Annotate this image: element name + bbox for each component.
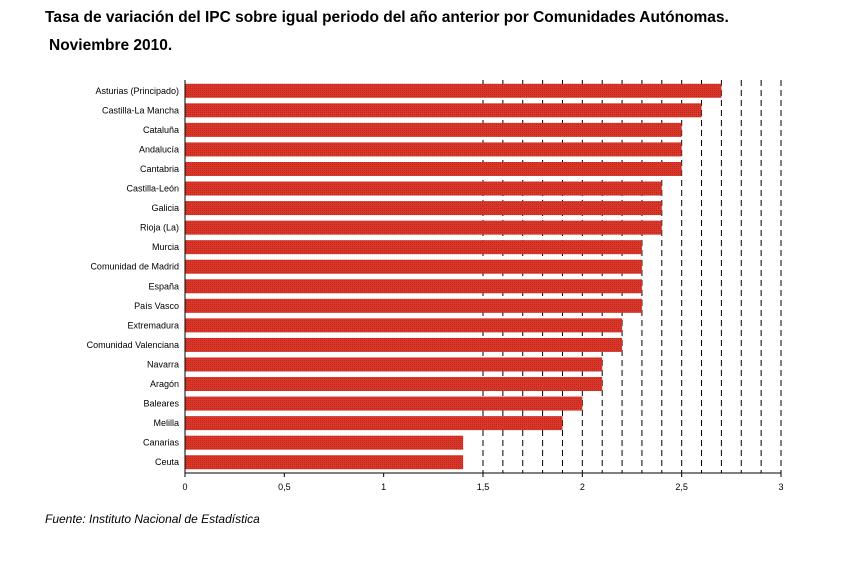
bar-13 <box>185 337 623 352</box>
category-label-14: Navarra <box>147 359 179 369</box>
x-tick-label-5: 2,5 <box>675 482 688 492</box>
category-label-1: Castilla-La Mancha <box>102 105 179 115</box>
x-tick-label-6: 3 <box>778 482 783 492</box>
bar-7 <box>185 220 662 235</box>
category-label-15: Aragón <box>150 379 179 389</box>
category-label-17: Melilla <box>153 418 179 428</box>
bar-10 <box>185 279 642 294</box>
bar-16 <box>185 396 583 411</box>
bar-6 <box>185 201 662 216</box>
bar-9 <box>185 259 642 274</box>
category-label-11: País Vasco <box>134 301 179 311</box>
source-note: Fuente: Instituto Nacional de Estadístic… <box>45 512 260 526</box>
bar-8 <box>185 240 642 255</box>
bar-2 <box>185 122 682 137</box>
category-label-10: España <box>148 281 179 291</box>
bar-1 <box>185 103 702 118</box>
bar-4 <box>185 161 682 176</box>
category-label-5: Castilla-León <box>126 184 179 194</box>
category-label-3: Andalucía <box>139 144 179 154</box>
x-tick-label-2: 1 <box>381 482 386 492</box>
gridlines <box>482 80 782 473</box>
x-tick-label-4: 2 <box>580 482 585 492</box>
category-label-2: Cataluña <box>143 125 179 135</box>
category-label-0: Asturias (Principado) <box>95 86 179 96</box>
category-label-8: Murcia <box>152 242 179 252</box>
bar-18 <box>185 435 464 450</box>
bar-15 <box>185 377 603 392</box>
category-label-13: Comunidad Valenciana <box>87 340 179 350</box>
x-tick-label-1: 0,5 <box>278 482 291 492</box>
bars <box>185 83 722 470</box>
category-label-18: Canarias <box>143 438 180 448</box>
x-tick-label-3: 1,5 <box>477 482 490 492</box>
category-label-9: Comunidad de Madrid <box>90 262 179 272</box>
category-label-6: Galicia <box>151 203 179 213</box>
category-label-7: Rioja (La) <box>140 223 179 233</box>
category-labels: Asturias (Principado) Castilla-La Mancha C… <box>87 86 180 467</box>
bar-0 <box>185 83 722 98</box>
x-axis: 0 0,5 1 1,5 2 2,5 3 <box>182 80 784 492</box>
bar-11 <box>185 298 642 313</box>
category-label-12: Extremadura <box>127 320 179 330</box>
x-tick-label-0: 0 <box>182 482 187 492</box>
bar-3 <box>185 142 682 157</box>
category-label-19: Ceuta <box>155 457 179 467</box>
bar-17 <box>185 416 563 431</box>
bar-19 <box>185 455 464 470</box>
bar-12 <box>185 318 623 333</box>
bar-5 <box>185 181 662 196</box>
bar-14 <box>185 357 603 372</box>
category-label-4: Cantabria <box>140 164 179 174</box>
chart-title-line1: Tasa de variación del IPC sobre igual pe… <box>45 9 729 26</box>
chart-title-line2: Noviembre 2010. <box>49 37 173 54</box>
category-label-16: Baleares <box>143 399 179 409</box>
